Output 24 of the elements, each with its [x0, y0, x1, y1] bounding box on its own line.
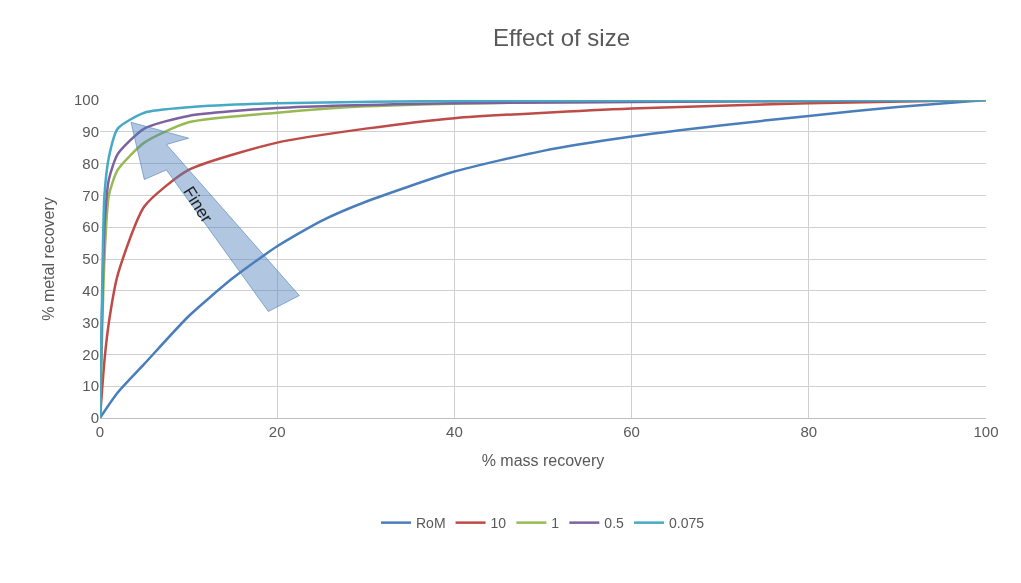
legend-label: 10 — [490, 515, 507, 532]
x-tick-label: 100 — [973, 423, 999, 440]
legend-label: RoM — [416, 515, 446, 532]
y-tick-label: 100 — [73, 91, 99, 109]
y-tick-label: 90 — [82, 123, 99, 141]
y-tick-label: 10 — [82, 377, 99, 395]
y-axis-title: % metal recovery — [39, 197, 57, 321]
y-tick-label: 30 — [82, 313, 99, 331]
chart-title: Effect of size — [493, 23, 631, 51]
x-tick-label: 20 — [268, 423, 286, 440]
legend-label: 1 — [551, 515, 560, 532]
y-tick-label: 0 — [90, 409, 99, 427]
y-tick-label: 20 — [82, 345, 99, 363]
legend-label: 0.5 — [604, 515, 625, 532]
x-tick-label: 60 — [623, 423, 640, 440]
y-tick-label: 60 — [82, 218, 99, 236]
x-tick-label: 40 — [446, 423, 463, 440]
y-tick-label: 80 — [82, 154, 99, 172]
x-tick-label: 80 — [800, 423, 818, 440]
x-axis-title: % mass recovery — [481, 451, 605, 469]
y-tick-label: 70 — [82, 186, 99, 204]
y-tick-label: 50 — [82, 250, 99, 268]
y-tick-label: 40 — [82, 282, 99, 300]
legend-label: 0.075 — [669, 515, 705, 532]
